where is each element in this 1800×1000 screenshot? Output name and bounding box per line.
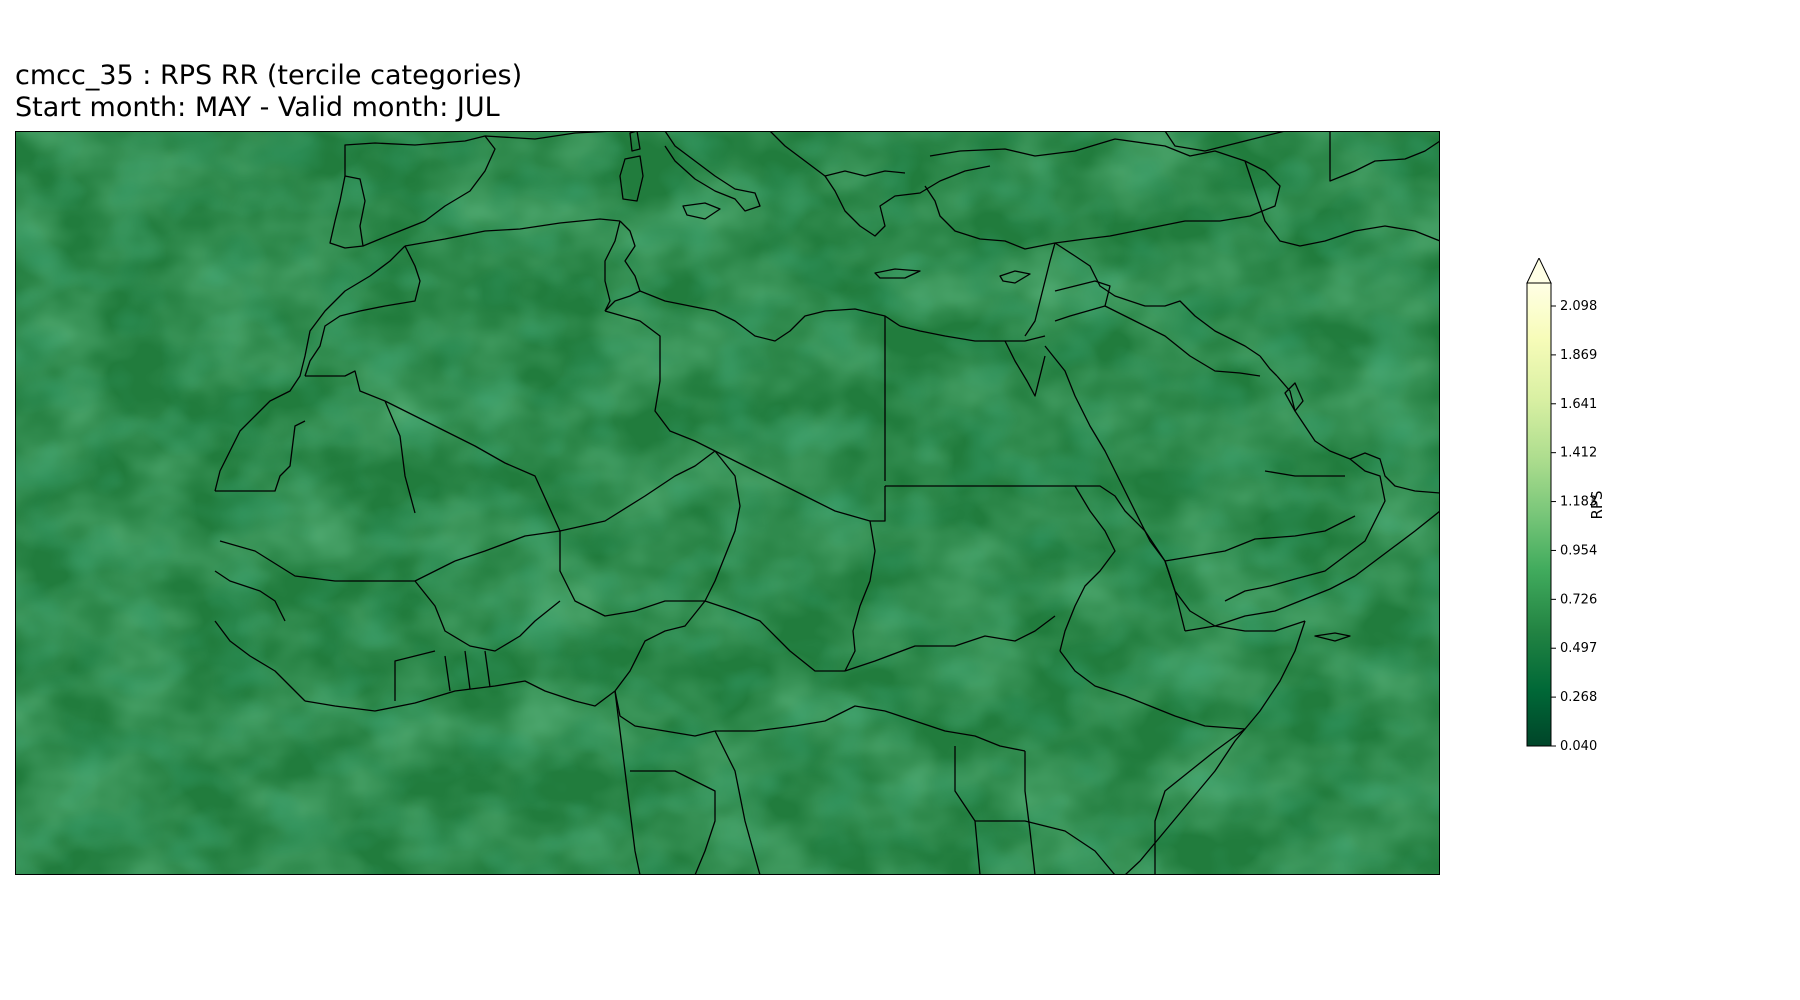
colorbar-ticks: 2.098 1.869 1.641 1.412 1.183 0.954 0.726 0.497… (1551, 299, 1597, 754)
rps-field-dark-patches (15, 131, 1440, 875)
eritrea (1075, 485, 1166, 562)
car-border (704, 600, 845, 672)
balkans-coast (769, 131, 991, 237)
map-frame (15, 131, 1440, 875)
map-panel (15, 131, 1440, 875)
oman-coast (1354, 510, 1440, 577)
colorbar-tick-label: 0.726 (1560, 592, 1597, 607)
colorbar-tick-label: 0.268 (1560, 690, 1597, 705)
nigeria-cameroon (614, 600, 706, 692)
tunisia (604, 220, 641, 312)
iran-border (1244, 160, 1440, 247)
algeria-tunisia-border (604, 220, 621, 312)
mauritania-mali (384, 400, 416, 514)
jordan (1054, 280, 1111, 322)
black-sea-coast (1164, 131, 1286, 152)
guinea-coast (214, 620, 306, 702)
libya-sudan (870, 486, 886, 522)
saudi-north (1104, 305, 1261, 377)
car-south (715, 705, 886, 732)
drc (714, 730, 761, 875)
colorbar-tick-label: 1.183 (1560, 495, 1597, 510)
iberia-coast (329, 135, 496, 249)
saudi-yemen (1164, 515, 1356, 562)
niger-nigeria (559, 531, 705, 617)
colorbar-tick-label: 1.641 (1560, 397, 1597, 412)
algeria-mali-niger (384, 400, 716, 532)
somalia-coast (1124, 620, 1306, 875)
colorbar-gradient (1526, 282, 1552, 747)
caucasus (1329, 131, 1440, 182)
sardinia (619, 155, 644, 202)
red-sea-east (1044, 345, 1186, 632)
colorbar: 2.098 1.869 1.641 1.412 1.183 0.954 0.726 0.497… (1525, 256, 1725, 758)
turkey-coast (924, 138, 1281, 250)
uae-oman (1224, 458, 1386, 602)
algeria-coast (404, 218, 621, 247)
syria-iraq (1054, 242, 1261, 357)
crete (874, 268, 921, 279)
uganda-kenya (954, 746, 1036, 875)
ethiopia-somalia (1059, 650, 1246, 730)
western-sahara (305, 370, 386, 402)
map-title: cmcc_35 : RPS RR (tercile categories) St… (15, 60, 522, 124)
chad-sudan (844, 520, 876, 672)
congo-coast (614, 690, 641, 875)
map-canvas (15, 131, 1440, 875)
colorbar-tick-label: 0.497 (1560, 641, 1597, 656)
colorbar-tick-label: 1.412 (1560, 446, 1597, 461)
horn-of-africa (1164, 560, 1306, 632)
colorbar-tick-label: 2.098 (1560, 299, 1597, 314)
iraq-iran (1259, 355, 1278, 377)
italy-coast (664, 131, 761, 212)
senegal (214, 570, 286, 622)
algeria-libya (604, 310, 716, 452)
title-line-2: Start month: MAY - Valid month: JUL (15, 92, 500, 123)
togo-benin (444, 650, 491, 692)
qatar (1284, 382, 1304, 412)
socotra (1314, 632, 1351, 642)
cyprus (999, 270, 1031, 284)
levant-coast (1024, 242, 1056, 337)
mali-south (414, 580, 561, 652)
greece-border (824, 170, 906, 177)
sicily (682, 202, 721, 220)
south-sudan-south (884, 710, 1026, 752)
title-line-1: cmcc_35 : RPS RR (tercile categories) (15, 60, 523, 91)
mali-niger (454, 530, 561, 562)
gabon-congo (630, 770, 716, 875)
morocco-algeria (304, 245, 421, 377)
cameroon (614, 690, 716, 737)
western-sahara-mauritania (215, 420, 306, 492)
colorbar-tick-label: 0.954 (1560, 543, 1597, 558)
gulf-of-guinea (304, 680, 616, 712)
sinai (1004, 340, 1046, 397)
libya-chad-niger (714, 450, 871, 522)
niger-chad (704, 450, 741, 602)
libya-coast (639, 290, 901, 342)
egypt-coast (899, 325, 1046, 342)
ghana-ivory (394, 650, 436, 701)
sudan-south-sudan (844, 615, 1056, 672)
mauritania-south (219, 540, 456, 582)
portugal-border (344, 175, 366, 247)
colorbar-tick-label: 1.869 (1560, 348, 1597, 363)
colorbar-tick-label: 0.040 (1560, 739, 1597, 754)
country-borders (214, 131, 1440, 875)
sudan-ethiopia (1059, 485, 1116, 652)
somalia-border (1154, 728, 1246, 875)
saudi-uae (1264, 470, 1345, 477)
colorbar-extend-arrow (1526, 256, 1552, 284)
kenya-tanzania (975, 820, 1116, 875)
morocco-coast (214, 245, 406, 492)
colorbar-label: RPS (1588, 490, 1606, 520)
colorbar-canvas: 2.098 1.869 1.641 1.412 1.183 0.954 0.726 0.497… (1526, 256, 1597, 754)
